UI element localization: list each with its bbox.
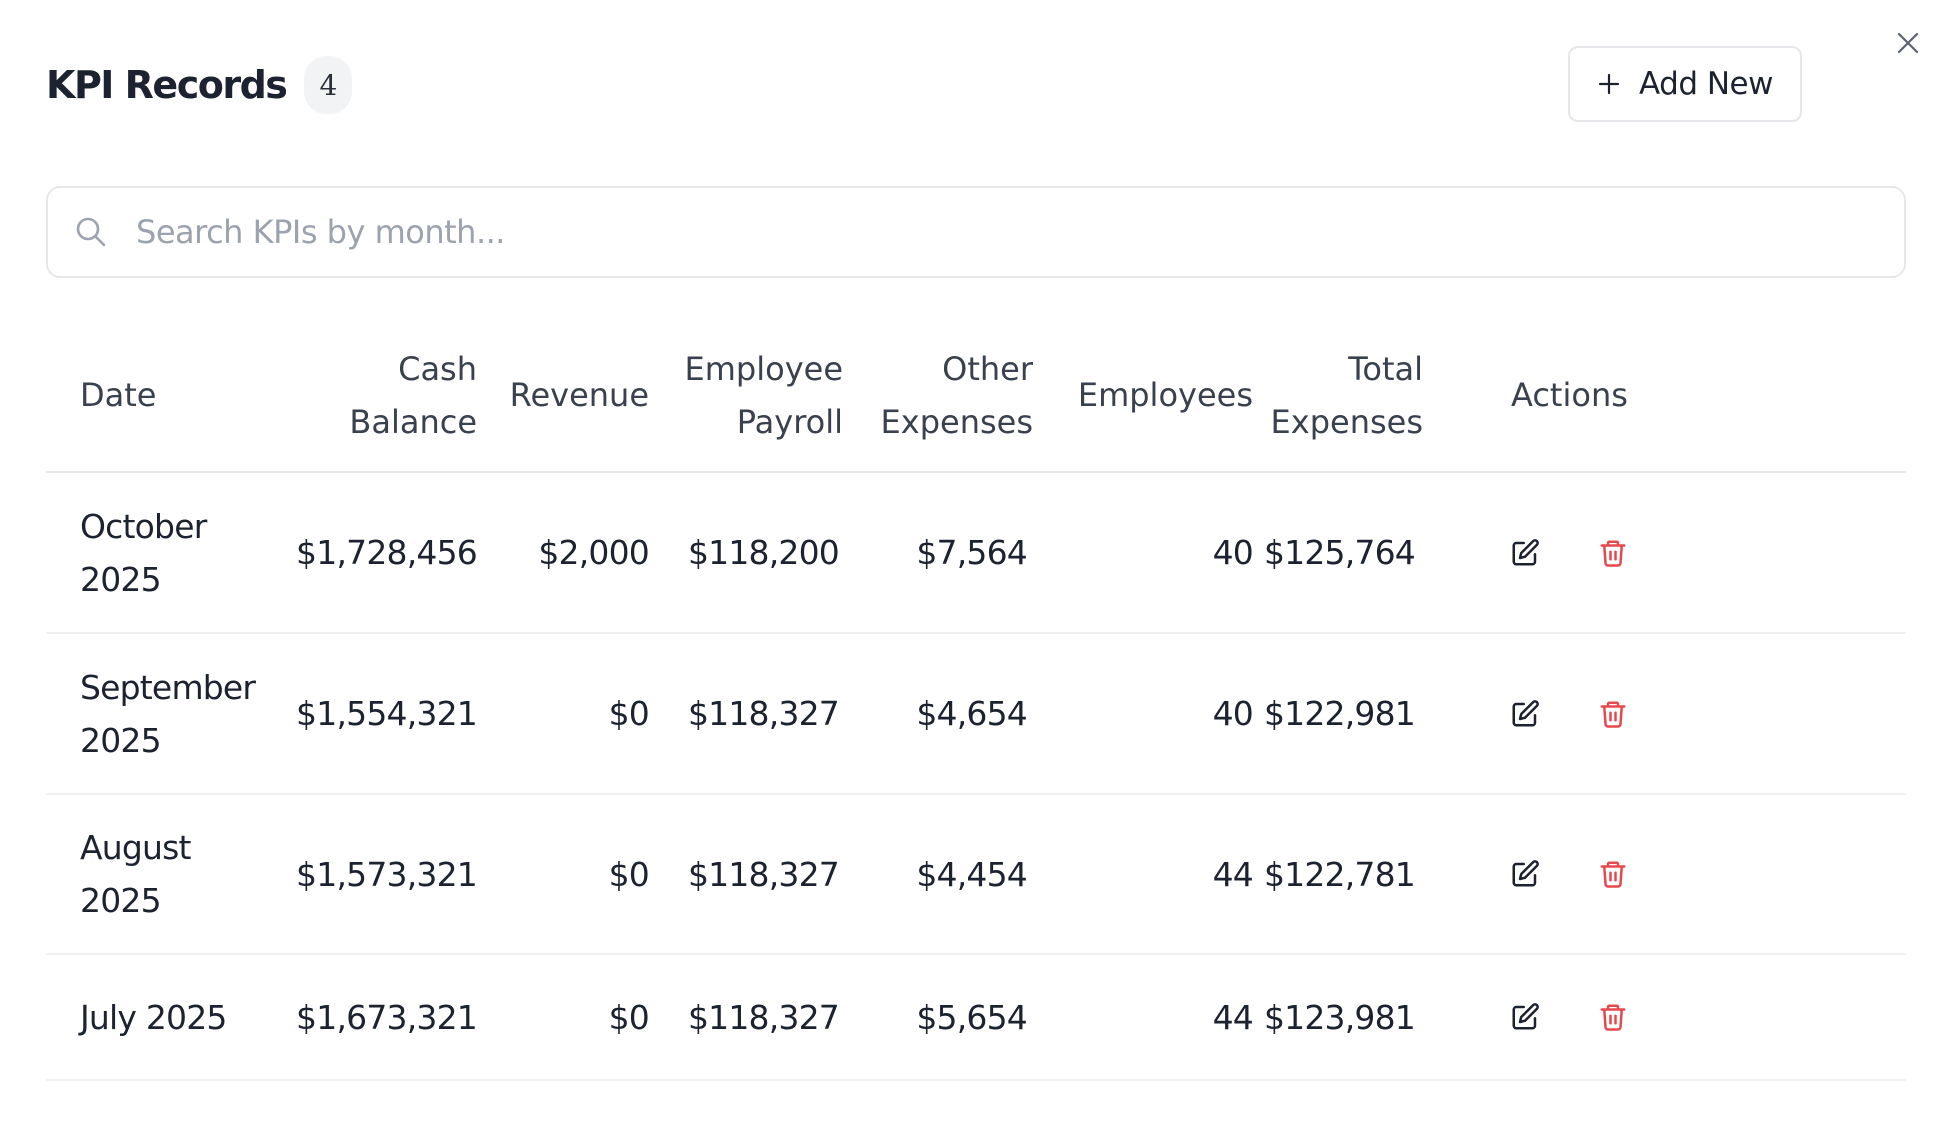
add-new-label: Add New xyxy=(1639,66,1774,102)
delete-button[interactable] xyxy=(1597,858,1629,890)
col-header-total-expenses[interactable]: Total Expenses xyxy=(1253,320,1439,473)
edit-icon xyxy=(1512,1003,1539,1030)
table-row: July 2025 $1,673,321 $0 $118,327 $5,654 … xyxy=(46,954,1906,1081)
cell-revenue: $0 xyxy=(501,633,673,795)
page-title: KPI Records xyxy=(46,63,288,107)
add-new-button[interactable]: Add New xyxy=(1568,46,1802,122)
edit-icon xyxy=(1512,538,1539,565)
cell-total-expenses: $122,781 xyxy=(1253,794,1439,955)
cell-date: August 2025 xyxy=(46,794,262,955)
trash-icon xyxy=(1600,861,1626,888)
search-input[interactable] xyxy=(134,212,1904,252)
delete-button[interactable] xyxy=(1597,698,1629,730)
plus-icon xyxy=(1598,73,1620,95)
cell-other-expenses: $4,454 xyxy=(863,794,1049,955)
col-header-date[interactable]: Date xyxy=(46,320,262,473)
delete-button[interactable] xyxy=(1597,537,1629,569)
cell-employee-payroll: $118,327 xyxy=(673,954,863,1081)
cell-cash-balance: $1,673,321 xyxy=(262,954,501,1081)
search-box xyxy=(46,186,1906,278)
record-count-badge: 4 xyxy=(304,56,353,114)
table-row: August 2025 $1,573,321 $0 $118,327 $4,45… xyxy=(46,794,1906,955)
edit-button[interactable] xyxy=(1509,858,1541,890)
col-header-actions: Actions xyxy=(1439,320,1906,473)
edit-icon xyxy=(1512,860,1539,887)
cell-employees: 44 xyxy=(1049,794,1254,955)
cell-employee-payroll: $118,200 xyxy=(673,472,863,634)
cell-cash-balance: $1,728,456 xyxy=(262,472,501,634)
cell-actions xyxy=(1439,633,1906,795)
trash-icon xyxy=(1600,1004,1626,1031)
close-button[interactable] xyxy=(1893,28,1923,58)
cell-revenue: $2,000 xyxy=(501,472,673,634)
col-header-other-expenses-label: Other Expenses xyxy=(880,349,1033,441)
cell-actions xyxy=(1439,794,1906,955)
cell-other-expenses: $7,564 xyxy=(863,472,1049,634)
col-header-total-expenses-label: Total Expenses xyxy=(1270,349,1423,441)
table-row: October 2025 $1,728,456 $2,000 $118,200 … xyxy=(46,472,1906,634)
dialog-header: KPI Records 4 xyxy=(46,54,353,116)
table-header-row: Date Cash Balance Revenue Employee Payro… xyxy=(46,320,1906,473)
kpi-table: Date Cash Balance Revenue Employee Payro… xyxy=(46,320,1906,1081)
cell-total-expenses: $123,981 xyxy=(1253,954,1439,1081)
cell-total-expenses: $122,981 xyxy=(1253,633,1439,795)
cell-employees: 40 xyxy=(1049,633,1254,795)
cell-other-expenses: $4,654 xyxy=(863,633,1049,795)
cell-employees: 44 xyxy=(1049,954,1254,1081)
edit-icon xyxy=(1512,699,1539,726)
col-header-revenue[interactable]: Revenue xyxy=(501,320,673,473)
cell-date: July 2025 xyxy=(46,954,262,1081)
delete-button[interactable] xyxy=(1597,1001,1629,1033)
cell-revenue: $0 xyxy=(501,794,673,955)
cell-date: October 2025 xyxy=(46,472,262,634)
close-icon xyxy=(1897,32,1919,54)
cell-revenue: $0 xyxy=(501,954,673,1081)
cell-date-text: August 2025 xyxy=(80,828,191,920)
table-row: September 2025 $1,554,321 $0 $118,327 $4… xyxy=(46,633,1906,795)
edit-button[interactable] xyxy=(1509,537,1541,569)
cell-cash-balance: $1,573,321 xyxy=(262,794,501,955)
col-header-cash-balance-label: Cash Balance xyxy=(349,349,477,441)
search-icon xyxy=(74,215,108,249)
col-header-employee-payroll-label: Employee Payroll xyxy=(684,349,843,441)
cell-employees: 40 xyxy=(1049,472,1254,634)
cell-total-expenses: $125,764 xyxy=(1253,472,1439,634)
cell-cash-balance: $1,554,321 xyxy=(262,633,501,795)
cell-date-text: July 2025 xyxy=(80,997,227,1037)
col-header-employees[interactable]: Employees xyxy=(1049,320,1253,473)
cell-actions xyxy=(1439,954,1906,1081)
cell-employee-payroll: $118,327 xyxy=(673,794,863,955)
cell-other-expenses: $5,654 xyxy=(863,954,1049,1081)
cell-employee-payroll: $118,327 xyxy=(673,633,863,795)
trash-icon xyxy=(1600,540,1626,567)
cell-date-text: October 2025 xyxy=(80,506,207,599)
edit-button[interactable] xyxy=(1509,698,1541,730)
col-header-employee-payroll[interactable]: Employee Payroll xyxy=(673,320,863,473)
cell-actions xyxy=(1439,472,1906,634)
col-header-other-expenses[interactable]: Other Expenses xyxy=(863,320,1049,473)
col-header-cash-balance[interactable]: Cash Balance xyxy=(262,320,501,473)
edit-button[interactable] xyxy=(1509,1001,1541,1033)
cell-date: September 2025 xyxy=(46,633,262,795)
trash-icon xyxy=(1600,701,1626,728)
cell-date-text: September 2025 xyxy=(80,667,256,760)
